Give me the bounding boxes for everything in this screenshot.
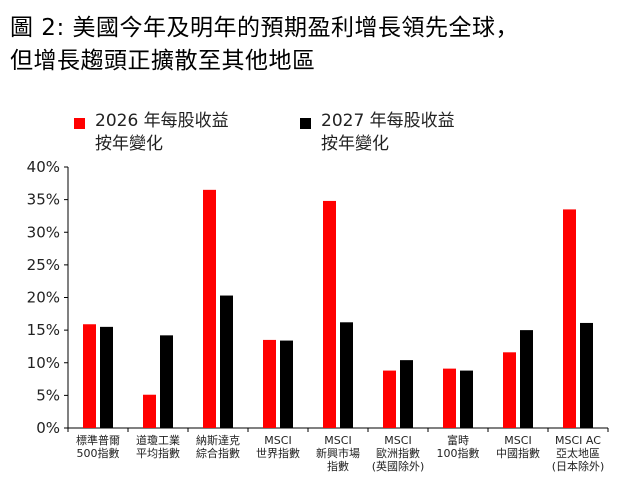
y-tick-label: 5% bbox=[36, 386, 60, 404]
x-category-label-line: (日本除外) bbox=[552, 459, 605, 473]
y-tick-label: 30% bbox=[27, 223, 60, 241]
x-category-label: 納斯達克綜合指數 bbox=[196, 434, 240, 460]
bar-2027 bbox=[280, 340, 293, 428]
x-category-label-line: 納斯達克 bbox=[196, 434, 240, 447]
y-tick-label: 20% bbox=[27, 289, 60, 307]
y-tick-label: 0% bbox=[36, 419, 60, 437]
x-category-label: MSCI 歐洲指數(英國除外) bbox=[372, 434, 425, 473]
x-category-label-line: 道瓊工業 bbox=[136, 433, 180, 447]
bar-2026 bbox=[143, 394, 156, 428]
x-category-label-line: MSCI bbox=[264, 434, 291, 447]
y-tick-label: 15% bbox=[27, 321, 60, 339]
bar-2027 bbox=[520, 330, 533, 428]
x-category-label-line: 亞太地區 bbox=[556, 447, 600, 460]
legend-label-2026-line2: 按年變化 bbox=[95, 134, 163, 154]
x-category-label-line: 指數 bbox=[327, 459, 349, 473]
bar-2026 bbox=[443, 368, 456, 428]
x-category-label: 道瓊工業平均指數 bbox=[136, 433, 180, 460]
bar-2026 bbox=[563, 209, 576, 428]
bar-2027 bbox=[220, 295, 233, 428]
chart-title-line2: 但增長趨頭正擴散至其他地區 bbox=[10, 48, 316, 74]
y-tick-label: 25% bbox=[27, 256, 60, 274]
bar-2027 bbox=[460, 370, 473, 428]
x-category-label-line: 平均指數 bbox=[136, 446, 180, 460]
x-category-label-line: 中國指數 bbox=[496, 446, 540, 460]
x-category-label-line: 世界指數 bbox=[256, 446, 300, 460]
bar-2026 bbox=[383, 370, 396, 428]
y-tick-label: 35% bbox=[27, 191, 60, 209]
x-category-label-line: MSCI AC bbox=[555, 434, 601, 447]
x-category-label-line: 500指數 bbox=[77, 446, 120, 460]
bar-2027 bbox=[580, 322, 593, 428]
x-category-label-line: 新興市場 bbox=[316, 446, 360, 460]
legend-item-2027: 2027 年每股收益 按年變化 bbox=[300, 110, 455, 156]
y-tick-label: 10% bbox=[27, 354, 60, 372]
x-category-label-line: MSCI bbox=[324, 434, 351, 447]
chart-title: 圖 2: 美國今年及明年的預期盈利增長領先全球， 但增長趨頭正擴散至其他地區 bbox=[10, 12, 630, 78]
legend-label-2027-line2: 按年變化 bbox=[321, 134, 389, 154]
bar-2026 bbox=[203, 189, 216, 428]
x-category-label-line: MSCI bbox=[384, 434, 411, 447]
x-category-label-line: 歐洲指數 bbox=[376, 446, 420, 460]
x-category-label: MSCI 中國指數 bbox=[496, 434, 540, 460]
x-category-label: MSCI AC 亞太地區(日本除外) bbox=[552, 434, 605, 473]
x-category-label-line: 富時 bbox=[447, 433, 469, 447]
x-category-label: MSCI 新興市場指數 bbox=[316, 434, 360, 473]
legend-label-2026: 2026 年每股收益 按年變化 bbox=[95, 110, 229, 156]
x-category-label-line: (英國除外) bbox=[372, 459, 425, 473]
legend-swatch-2026 bbox=[74, 118, 85, 129]
x-category-label: 富時 100指數 bbox=[437, 433, 480, 460]
legend-swatch-2027 bbox=[300, 118, 311, 129]
legend-label-2027-line1: 2027 年每股收益 bbox=[321, 111, 455, 131]
bar-2027 bbox=[100, 326, 113, 428]
x-category-label-line: 標準普爾 bbox=[76, 433, 120, 447]
legend-item-2026: 2026 年每股收益 按年變化 bbox=[74, 110, 229, 156]
bar-2027 bbox=[160, 335, 173, 428]
x-category-label-line: 100指數 bbox=[437, 446, 480, 460]
legend-label-2026-line1: 2026 年每股收益 bbox=[95, 111, 229, 131]
x-category-label: 標準普爾 500指數 bbox=[76, 433, 120, 460]
chart-title-line1: 圖 2: 美國今年及明年的預期盈利增長領先全球， bbox=[10, 15, 520, 41]
bar-2026 bbox=[263, 339, 276, 428]
bar-2026 bbox=[83, 324, 96, 428]
x-category-label-line: 綜合指數 bbox=[196, 446, 240, 460]
bar-2026 bbox=[323, 200, 336, 428]
bar-2026 bbox=[503, 352, 516, 428]
y-tick-label: 40% bbox=[27, 158, 60, 176]
bar-2027 bbox=[400, 360, 413, 428]
legend-label-2027: 2027 年每股收益 按年變化 bbox=[321, 110, 455, 156]
x-category-label-line: MSCI bbox=[504, 434, 531, 447]
bar-2027 bbox=[340, 322, 353, 428]
x-category-label: MSCI 世界指數 bbox=[256, 434, 300, 460]
